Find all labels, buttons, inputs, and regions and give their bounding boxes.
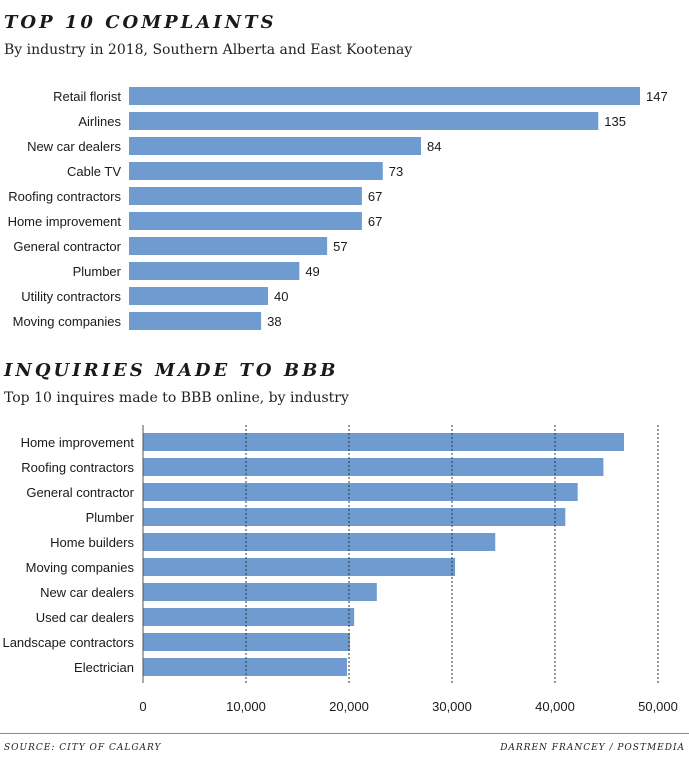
complaints-value-label: 57 <box>333 239 347 254</box>
inquiries-chart-title: INQUIRIES MADE TO BBB <box>4 360 339 381</box>
complaints-bar <box>129 112 599 130</box>
complaints-category-label: Retail florist <box>53 89 121 104</box>
inquiries-bar <box>143 658 347 676</box>
complaints-category-label: Airlines <box>78 114 121 129</box>
inquiries-bar <box>143 483 578 501</box>
complaints-value-label: 67 <box>368 189 382 204</box>
inquiries-category-label: Landscape contractors <box>2 635 134 650</box>
complaints-bar <box>129 212 362 230</box>
inquiries-bar <box>143 558 456 576</box>
complaints-category-label: Roofing contractors <box>8 189 121 204</box>
complaints-category-label: Home improvement <box>8 214 122 229</box>
inquiries-tick-label: 30,000 <box>432 699 472 714</box>
complaints-value-label: 49 <box>305 264 319 279</box>
inquiries-category-label: Plumber <box>86 510 135 525</box>
inquiries-tick-label: 0 <box>139 699 146 714</box>
inquiries-category-label: Used car dealers <box>36 610 135 625</box>
inquiries-bar-chart: Home improvement Roofing contractors Gener… <box>2 425 678 714</box>
inquiries-bar <box>143 608 355 626</box>
inquiries-category-label: Home improvement <box>21 435 135 450</box>
author-credit: DARREN FRANCEY / POSTMEDIA <box>500 743 685 753</box>
inquiries-bar <box>143 508 566 526</box>
inquiries-chart-subtitle: Top 10 inquires made to BBB online, by i… <box>4 390 349 406</box>
inquiries-tick-label: 20,000 <box>329 699 369 714</box>
complaints-category-label: Utility contractors <box>21 289 121 304</box>
complaints-bar-chart: Retail florist 147 Airlines 135 New car deal… <box>8 87 668 330</box>
complaints-value-label: 147 <box>646 89 668 104</box>
complaints-category-label: New car dealers <box>27 139 121 154</box>
inquiries-category-label: New car dealers <box>40 585 134 600</box>
complaints-chart-title: TOP 10 COMPLAINTS <box>4 12 277 33</box>
inquiries-bar <box>143 433 625 451</box>
complaints-bar <box>129 237 328 255</box>
inquiries-category-label: Electrician <box>74 660 134 675</box>
complaints-bar <box>129 162 383 180</box>
complaints-bar <box>129 262 300 280</box>
complaints-bar <box>129 312 262 330</box>
complaints-value-label: 67 <box>368 214 382 229</box>
inquiries-category-label: Roofing contractors <box>21 460 134 475</box>
complaints-category-label: General contractor <box>13 239 121 254</box>
complaints-bar <box>129 187 362 205</box>
complaints-value-label: 135 <box>604 114 626 129</box>
complaints-category-label: Plumber <box>73 264 122 279</box>
complaints-value-label: 73 <box>389 164 403 179</box>
inquiries-tick-label: 10,000 <box>226 699 266 714</box>
complaints-bar <box>129 287 269 305</box>
complaints-value-label: 38 <box>267 314 281 329</box>
complaints-bar <box>129 137 421 155</box>
inquiries-category-label: Home builders <box>50 535 134 550</box>
inquiries-category-label: General contractor <box>26 485 134 500</box>
inquiries-tick-label: 40,000 <box>535 699 575 714</box>
complaints-bar <box>129 87 640 105</box>
inquiries-tick-label: 50,000 <box>638 699 678 714</box>
complaints-category-label: Cable TV <box>67 164 121 179</box>
complaints-value-label: 40 <box>274 289 288 304</box>
source-credit: SOURCE: CITY OF CALGARY <box>4 743 162 753</box>
complaints-category-label: Moving companies <box>13 314 122 329</box>
inquiries-bar <box>143 533 496 551</box>
complaints-value-label: 84 <box>427 139 441 154</box>
footer-divider <box>0 733 689 734</box>
inquiries-category-label: Moving companies <box>26 560 135 575</box>
complaints-chart-subtitle: By industry in 2018, Southern Alberta an… <box>4 42 413 58</box>
inquiries-bar <box>143 633 351 651</box>
inquiries-bar <box>143 583 377 601</box>
inquiries-bar <box>143 458 604 476</box>
